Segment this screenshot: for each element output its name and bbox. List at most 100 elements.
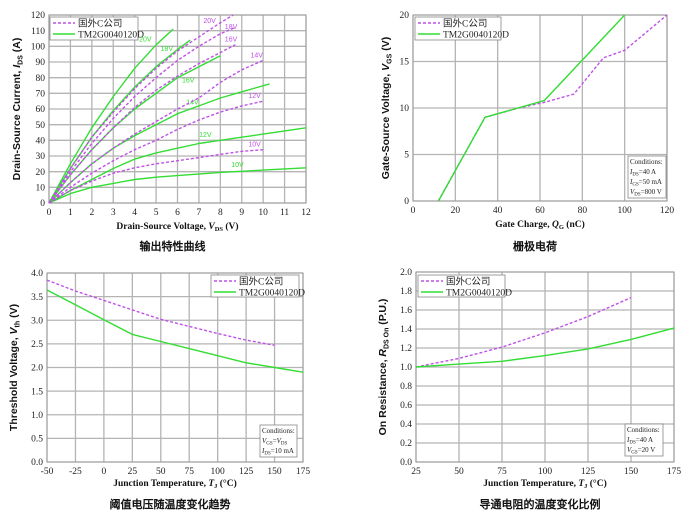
series-label: 20V xyxy=(139,37,152,44)
series-label: 14V xyxy=(186,99,199,106)
y-tick-label: 2.0 xyxy=(31,364,43,374)
series-line-tm2g xyxy=(415,327,675,368)
x-tick-label: 120 xyxy=(660,206,675,216)
x-tick-label: 125 xyxy=(581,467,596,477)
x-tick-label: 0 xyxy=(411,206,416,216)
chart-caption: 导通电阻的温度变化比例 xyxy=(480,497,601,511)
y-axis-label: Threshold Voltage, Vth (V) xyxy=(8,304,22,431)
conditions-line: Conditions: xyxy=(630,158,663,166)
y-tick-label: 1.0 xyxy=(400,363,412,373)
conditions-line: IDS=40 A xyxy=(626,436,653,446)
x-tick-label: 100 xyxy=(618,206,633,216)
var: I xyxy=(629,168,633,176)
x-axis-label: Junction Temperature, TJ (°C) xyxy=(483,478,607,490)
x-tick-label: 150 xyxy=(267,467,282,477)
legend-label: 国外C公司 xyxy=(446,275,490,287)
y-tick-label: 0.6 xyxy=(400,401,412,411)
label-text: Junction Temperature, xyxy=(483,479,578,489)
conditions-line: VDS=800 V xyxy=(630,188,662,198)
series-line-tm2g xyxy=(437,14,626,202)
x-tick-label: 5 xyxy=(154,208,159,218)
legend-label: 国外C公司 xyxy=(443,17,487,29)
series-label: 20V xyxy=(203,18,216,25)
series-label: 16V xyxy=(182,77,195,84)
y-tick-label: 1.5 xyxy=(31,387,43,397)
value: =10 mA xyxy=(271,447,294,455)
label-unit: (V) xyxy=(223,221,239,232)
x-tick-label: 25 xyxy=(128,467,138,477)
legend-label: TM2G0040120D xyxy=(78,30,144,40)
subscript: GS xyxy=(631,451,638,456)
conditions-line: VGS=VDS xyxy=(262,437,288,447)
y-axis-label: On Resistance, RDS On (P.U.) xyxy=(377,299,391,436)
subscript: DS xyxy=(264,452,271,457)
series-line-tm2g-12v xyxy=(48,127,307,204)
legend-label: TM2G0040120D xyxy=(443,30,509,40)
conditions-line: IDS=40 A xyxy=(629,168,656,178)
label-text: Gate Charge, xyxy=(495,220,552,230)
series-line-tm2g-14v xyxy=(48,83,270,204)
chart-3: -50 -25 0 25 50 75 100 125 150 175 0.0 0.5 1.0 1.5 2.0… xyxy=(8,269,310,511)
x-tick-label: 6 xyxy=(175,208,180,218)
series-line-competitor-16v xyxy=(48,44,236,204)
chart-caption: 输出特性曲线 xyxy=(140,239,206,253)
series-label: 18V xyxy=(161,46,174,53)
label-var: V xyxy=(208,222,215,232)
y-tick-label: 60 xyxy=(36,105,46,115)
x-tick-label: 4 xyxy=(132,208,137,218)
x-axis-label: Gate Charge, QG (nC) xyxy=(495,219,585,231)
x-tick-label: 3 xyxy=(111,208,116,218)
y-tick-label: 90 xyxy=(36,58,46,68)
y-tick-label: 2.5 xyxy=(31,340,43,350)
conditions-line: IGS=50 mA xyxy=(629,178,662,188)
y-tick-label: 1.6 xyxy=(400,306,412,316)
label-unit: (P.U.) xyxy=(377,299,389,328)
series-label: 12V xyxy=(248,93,261,100)
chart-caption: 阈值电压随温度变化趋势 xyxy=(110,497,231,511)
label-var: V xyxy=(8,326,20,334)
var: V xyxy=(277,437,282,445)
label-sub: J xyxy=(214,483,218,490)
y-tick-label: 2.0 xyxy=(400,268,412,278)
chart-2: 0 20 40 60 80 100 120 0 5 10 15 20 国外C公司TM2G0040120D… xyxy=(380,11,674,253)
subscript: DS xyxy=(629,441,636,446)
x-tick-label: 20 xyxy=(451,206,461,216)
conditions-frame xyxy=(259,424,298,458)
conditions-line: Conditions: xyxy=(262,427,295,435)
label-text: Drain-Source Current, xyxy=(11,68,23,181)
y-tick-label: 50 xyxy=(36,121,46,131)
x-tick-label: 80 xyxy=(578,206,588,216)
y-tick-label: 110 xyxy=(31,27,45,37)
y-tick-label: 0.8 xyxy=(400,382,412,392)
label-unit: (nC) xyxy=(564,219,585,230)
var: I xyxy=(261,447,265,455)
value: = xyxy=(273,437,277,445)
x-tick-label: 100 xyxy=(538,467,553,477)
x-tick-label: 75 xyxy=(497,467,507,477)
legend-label: 国外C公司 xyxy=(239,275,283,287)
x-tick-label: 9 xyxy=(239,208,244,218)
chart-4: 25 50 75 100 125 150 175 0.0 0.2 0.4 0.6 0.8 1.0 1.2 1… xyxy=(377,268,681,511)
label-unit: (°C) xyxy=(587,478,606,489)
legend-label: TM2G0040120D xyxy=(446,288,512,298)
y-tick-label: 40 xyxy=(36,137,46,147)
y-tick-label: 15 xyxy=(400,58,410,68)
series-label: 14V xyxy=(251,52,264,59)
value: =50 mA xyxy=(639,178,662,186)
series-line-competitor xyxy=(415,296,632,368)
x-tick-label: 7 xyxy=(197,208,202,218)
label-sub: DS On xyxy=(384,328,391,349)
y-tick-label: 0.0 xyxy=(31,458,43,468)
y-axis-label: Drain-Source Current, IDS (A) xyxy=(11,38,25,181)
y-tick-label: 0.2 xyxy=(400,439,412,449)
x-tick-label: 175 xyxy=(296,467,311,477)
x-tick-label: 1 xyxy=(68,208,73,218)
x-tick-label: 100 xyxy=(211,467,226,477)
chart-1: 0 1 2 3 4 5 6 7 8 9 10 11 12010203040506070809010011… xyxy=(11,11,311,253)
label-sub: th xyxy=(15,321,22,328)
